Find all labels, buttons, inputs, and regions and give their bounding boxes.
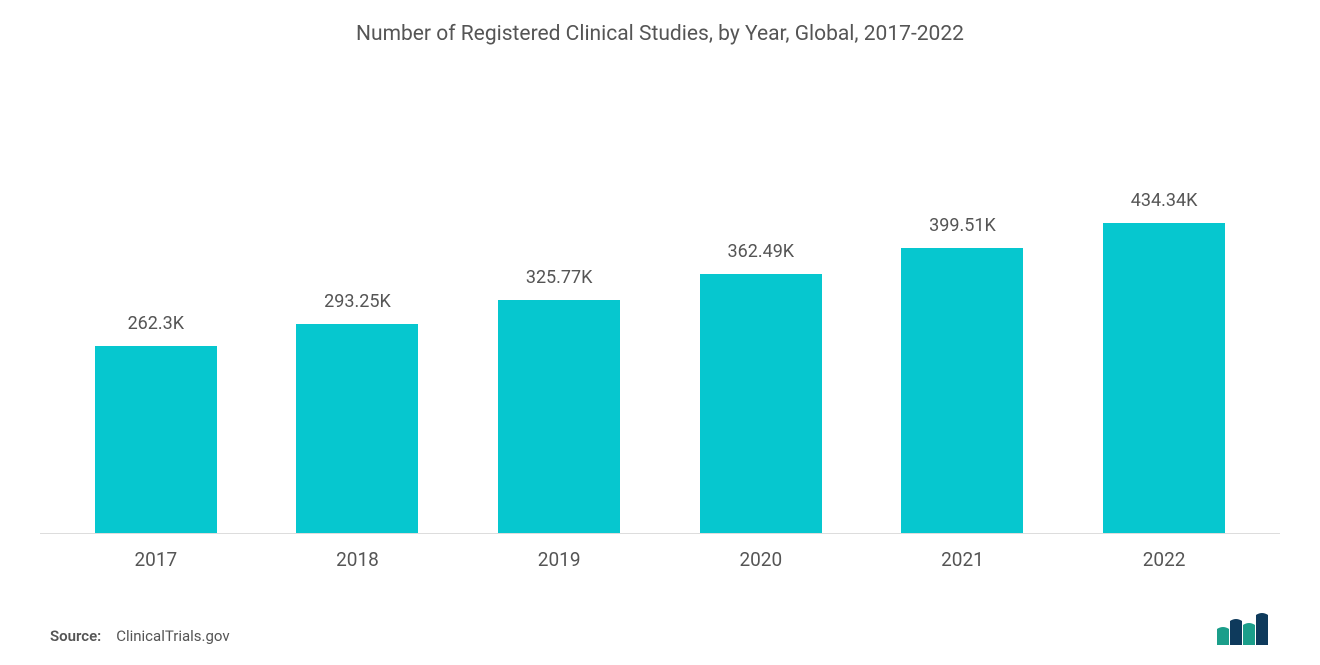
- bar-group: 362.49K: [673, 241, 848, 533]
- source-label: Source:: [50, 627, 101, 645]
- source-line: Source: ClinicalTrials.gov: [50, 627, 230, 645]
- bar: [95, 346, 217, 533]
- bar-value-label: 399.51K: [929, 215, 996, 236]
- logo-bar-4: [1256, 613, 1268, 645]
- x-axis: 2017 2018 2019 2020 2021 2022: [40, 534, 1280, 571]
- bar-value-label: 325.77K: [526, 267, 593, 288]
- bar: [901, 248, 1023, 533]
- bar-group: 262.3K: [68, 313, 243, 533]
- x-axis-tick: 2019: [472, 548, 647, 571]
- brand-logo-icon: [1214, 611, 1270, 645]
- logo-bar-3: [1243, 623, 1255, 645]
- logo-bar-2: [1230, 619, 1242, 645]
- bar-value-label: 434.34K: [1131, 190, 1198, 211]
- source-text: ClinicalTrials.gov: [116, 627, 229, 645]
- bar-group: 399.51K: [875, 215, 1050, 533]
- x-axis-tick: 2021: [875, 548, 1050, 571]
- chart-footer: Source: ClinicalTrials.gov: [40, 611, 1280, 645]
- bar-value-label: 293.25K: [324, 291, 391, 312]
- bar-group: 434.34K: [1077, 190, 1252, 533]
- logo-bar-1: [1217, 627, 1229, 645]
- bar-group: 293.25K: [270, 291, 445, 533]
- plot-area: 262.3K 293.25K 325.77K 362.49K 399.51K 434.34…: [40, 56, 1280, 534]
- bar-value-label: 362.49K: [727, 241, 794, 262]
- bar-value-label: 262.3K: [128, 313, 185, 334]
- x-axis-tick: 2022: [1077, 548, 1252, 571]
- chart-container: Number of Registered Clinical Studies, b…: [0, 0, 1320, 665]
- chart-title: Number of Registered Clinical Studies, b…: [40, 22, 1280, 46]
- x-axis-tick: 2018: [270, 548, 445, 571]
- bar: [1103, 223, 1225, 533]
- x-axis-tick: 2020: [673, 548, 848, 571]
- x-axis-tick: 2017: [68, 548, 243, 571]
- bar: [296, 324, 418, 533]
- bar: [700, 274, 822, 533]
- bar: [498, 300, 620, 533]
- bar-group: 325.77K: [472, 267, 647, 533]
